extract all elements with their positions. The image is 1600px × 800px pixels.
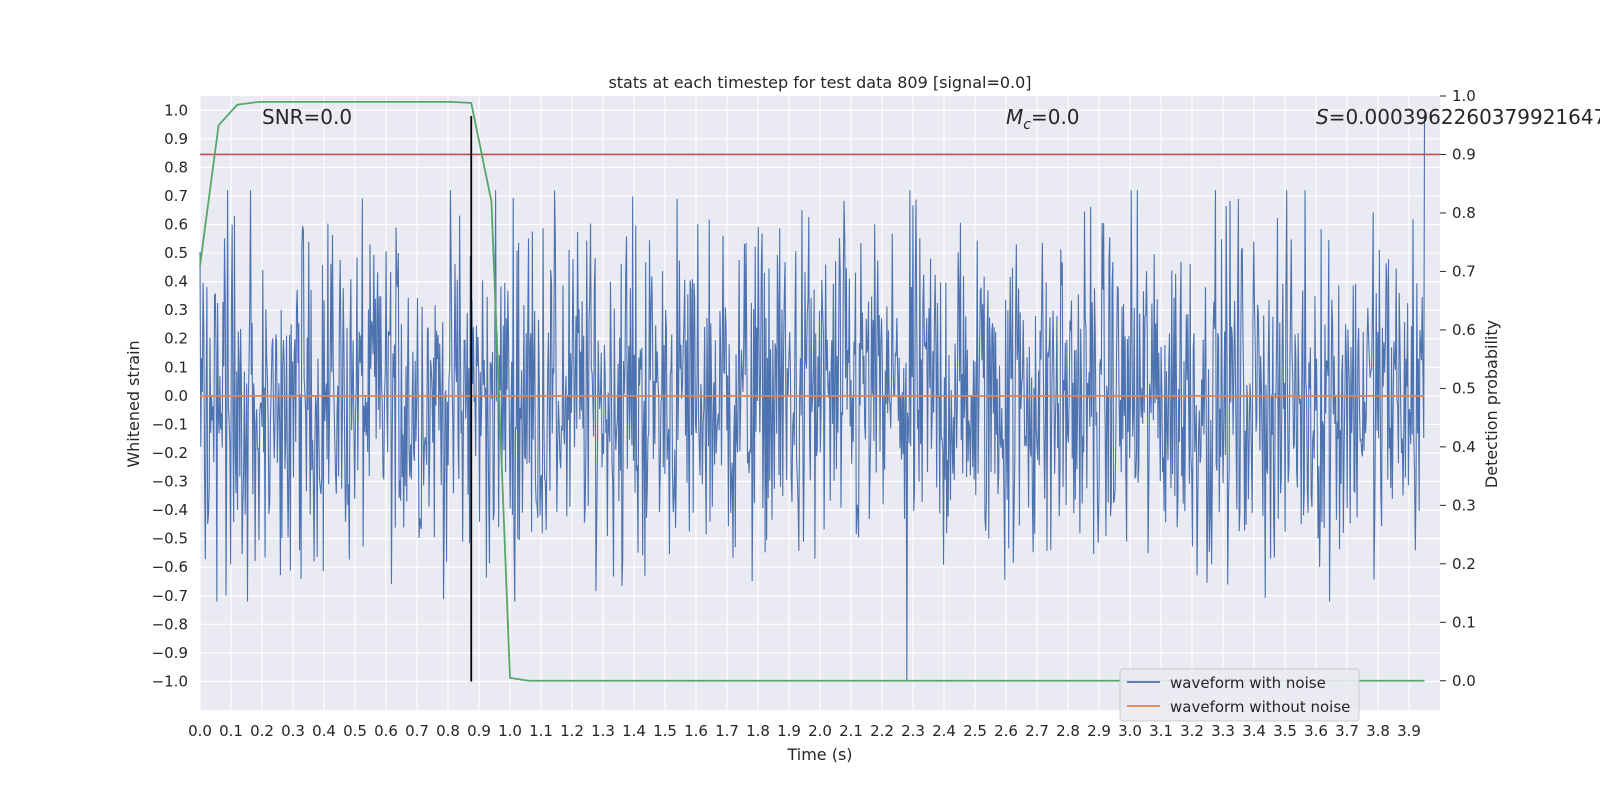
y-tick-label: 0.2: [164, 330, 188, 348]
x-tick-label: 2.7: [1025, 722, 1049, 740]
annotation-mc-symbol: M: [1006, 105, 1023, 129]
x-tick-label: 3.7: [1335, 722, 1359, 740]
x-tick-label: 1.2: [560, 722, 584, 740]
y2-tick-label: 0.6: [1452, 321, 1476, 339]
y-tick-label: 1.0: [164, 101, 188, 119]
x-tick-label: 1.3: [591, 722, 615, 740]
x-tick-label: 2.0: [808, 722, 832, 740]
x-tick-label: 2.1: [839, 722, 863, 740]
annotation-s-symbol: S: [1316, 105, 1329, 129]
x-axis-ticks: 0.0 0.1 0.2 0.3 0.4 0.5 0.6 0.7 0.8 0.9 1.0 1.1 1.2 1…: [188, 722, 1421, 740]
x-axis-label: Time (s): [786, 745, 852, 764]
y-axis-ticks: 1.0 0.9 0.8 0.7 0.6 0.5 0.4 0.3 0.2 0.1 0.0 −0.1 −0.…: [152, 101, 188, 690]
y2-tick-label: 0.1: [1452, 613, 1476, 631]
y-tick-label: 0.6: [164, 216, 188, 234]
x-tick-label: 2.4: [932, 722, 956, 740]
x-tick-label: 2.6: [994, 722, 1018, 740]
y-tick-label: 0.9: [164, 130, 188, 148]
chart-title: stats at each timestep for test data 809…: [608, 73, 1031, 92]
legend-label-clean: waveform without noise: [1170, 698, 1350, 716]
y-tick-label: −0.5: [152, 530, 188, 548]
y-tick-label: 0.5: [164, 244, 188, 262]
x-tick-label: 2.9: [1087, 722, 1111, 740]
x-tick-label: 3.9: [1397, 722, 1421, 740]
y2-tick-label: 0.3: [1452, 496, 1476, 514]
x-tick-label: 1.7: [715, 722, 739, 740]
x-tick-label: 0.5: [343, 722, 367, 740]
x-tick-label: 2.5: [963, 722, 987, 740]
x-tick-label: 0.8: [436, 722, 460, 740]
annotation-mc: Mc=0.0: [1006, 105, 1080, 133]
y-tick-label: −0.1: [152, 415, 188, 433]
x-tick-label: 0.7: [405, 722, 429, 740]
y2-tick-label: 0.2: [1452, 555, 1476, 573]
annotation-mc-value: =0.0: [1031, 105, 1080, 129]
y-tick-label: 0.1: [164, 358, 188, 376]
x-tick-label: 3.3: [1211, 722, 1235, 740]
x-tick-label: 3.6: [1304, 722, 1328, 740]
y2-tick-label: 0.9: [1452, 145, 1476, 163]
y-tick-label: −0.3: [152, 473, 188, 491]
x-tick-label: 3.8: [1366, 722, 1390, 740]
annotation-mc-sub: c: [1023, 117, 1031, 133]
x-tick-label: 1.5: [653, 722, 677, 740]
series-waveform-with-noise: [199, 115, 1426, 682]
x-tick-label: 0.1: [219, 722, 243, 740]
x-tick-label: 3.1: [1149, 722, 1173, 740]
legend-label-noise: waveform with noise: [1170, 674, 1326, 692]
y2-axis-label: Detection probability: [1482, 320, 1501, 488]
x-tick-label: 1.4: [622, 722, 646, 740]
waveform-with-noise-line: [199, 115, 1426, 682]
y-axis-label: Whitened strain: [124, 340, 143, 467]
x-tick-label: 3.2: [1180, 722, 1204, 740]
y-tick-label: −0.9: [152, 644, 188, 662]
y-tick-label: −0.8: [152, 615, 188, 633]
x-tick-label: 2.8: [1056, 722, 1080, 740]
x-tick-label: 1.8: [746, 722, 770, 740]
y-tick-label: 0.8: [164, 158, 188, 176]
x-tick-label: 3.4: [1242, 722, 1266, 740]
y-tick-label: 0.7: [164, 187, 188, 205]
x-tick-label: 1.9: [777, 722, 801, 740]
x-tick-label: 0.0: [188, 722, 212, 740]
series-detection-probability: [199, 100, 1425, 682]
x-tick-label: 2.3: [901, 722, 925, 740]
y-tick-label: −1.0: [152, 672, 188, 690]
annotation-s: S=0.0003962260379921647: [1316, 105, 1600, 129]
x-tick-label: 1.0: [498, 722, 522, 740]
y2-tick-label: 0.5: [1452, 379, 1476, 397]
x-tick-label: 1.6: [684, 722, 708, 740]
legend: waveform with noise waveform without noi…: [1119, 668, 1360, 722]
legend-box: [1119, 668, 1360, 722]
y2-tick-label: 0.4: [1452, 438, 1476, 456]
y2-tick-label: 0.8: [1452, 204, 1476, 222]
y-tick-label: 0.3: [164, 301, 188, 319]
y2-tick-label: 0.7: [1452, 262, 1476, 280]
detection-probability-line: [199, 100, 1425, 682]
annotation-s-value: =0.0003962260379921647: [1329, 105, 1600, 129]
x-tick-label: 0.4: [312, 722, 336, 740]
x-tick-label: 0.6: [374, 722, 398, 740]
y-tick-label: −0.6: [152, 558, 188, 576]
x-tick-label: 0.3: [281, 722, 305, 740]
y-tick-label: −0.7: [152, 587, 188, 605]
y2-tick-label: 0.0: [1452, 672, 1476, 690]
x-tick-label: 0.9: [467, 722, 491, 740]
annotation-snr: SNR=0.0: [262, 105, 352, 129]
y2-axis-ticks: 1.0 0.9 0.8 0.7 0.6 0.5 0.4 0.3 0.2 0.1 0.0: [1440, 87, 1476, 690]
y-tick-label: 0.4: [164, 273, 188, 291]
y2-tick-label: 1.0: [1452, 87, 1476, 105]
x-tick-label: 1.1: [529, 722, 553, 740]
y-tick-label: 0.0: [164, 387, 188, 405]
x-tick-label: 3.0: [1118, 722, 1142, 740]
x-tick-label: 2.2: [870, 722, 894, 740]
y-tick-label: −0.4: [152, 501, 188, 519]
y-tick-label: −0.2: [152, 444, 188, 462]
x-tick-label: 0.2: [250, 722, 274, 740]
x-tick-label: 3.5: [1273, 722, 1297, 740]
